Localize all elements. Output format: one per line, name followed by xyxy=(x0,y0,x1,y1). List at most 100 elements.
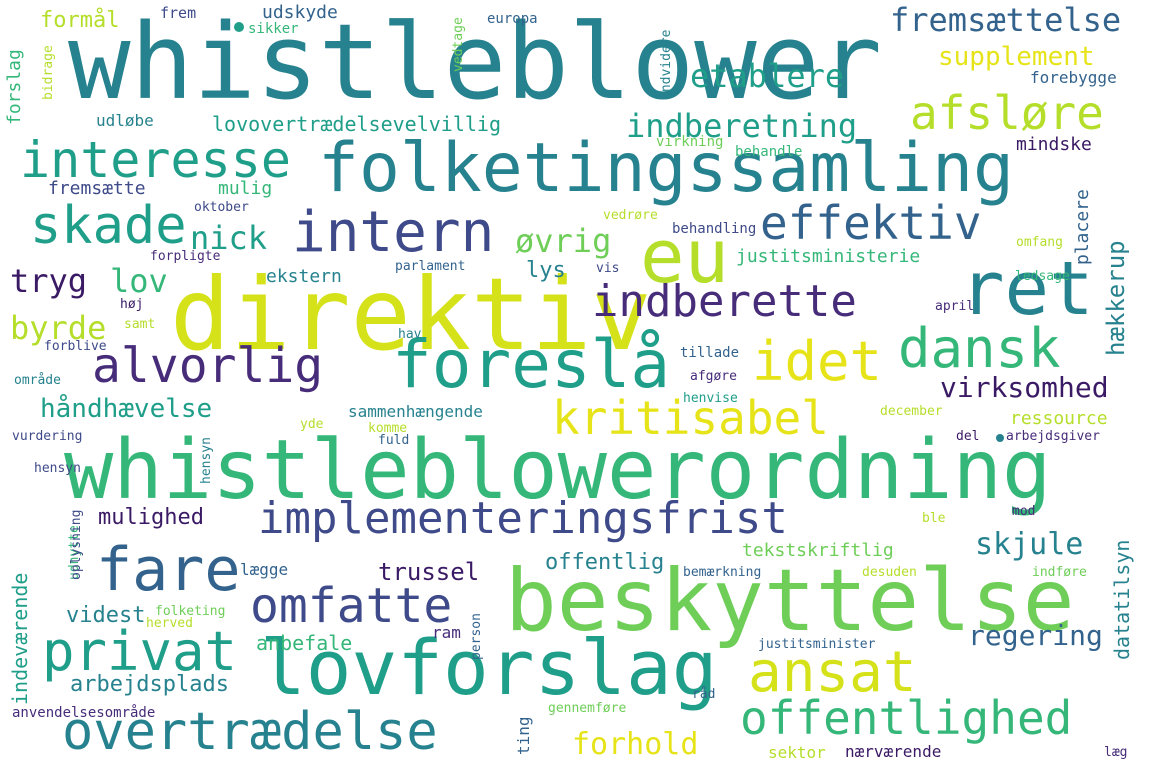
word-justitsminister: justitsminister xyxy=(758,637,876,652)
word-lovforslag: lovforslag xyxy=(260,623,718,712)
word-ting: ting xyxy=(514,716,533,755)
word-mulig: mulig xyxy=(218,178,273,199)
word-ble: ble xyxy=(922,511,946,526)
word-oplysning: oplysning xyxy=(69,509,84,580)
word-ekstern: ekstern xyxy=(266,266,342,287)
word-oevrig: øvrig xyxy=(515,222,612,260)
word-folketingssamling: folketingssamling xyxy=(318,129,1014,208)
word-beskyttelse: beskyttelse xyxy=(505,551,1075,651)
word-parlament: parlament xyxy=(395,259,466,274)
word-skade: skade xyxy=(30,196,187,256)
word-privat: privat xyxy=(42,620,238,683)
word-arbejdsplads: arbejdsplads xyxy=(70,672,229,697)
word-sektor: sektor xyxy=(768,743,826,762)
word-virksomhed: virksomhed xyxy=(940,371,1109,404)
word-ansat: ansat xyxy=(748,640,917,705)
word-samt: samt xyxy=(124,317,156,332)
word-alvorlig: alvorlig xyxy=(92,338,324,394)
word-fare: fare xyxy=(96,535,241,605)
word-lovovertraedelsevelvillig: lovovertrædelsevelvillig xyxy=(212,112,501,136)
word-vedtage: vedtage xyxy=(451,17,466,72)
word-omfang: omfang xyxy=(1016,235,1063,250)
word-intern: intern xyxy=(292,200,495,265)
word-omfatte: omfatte xyxy=(250,578,453,634)
word-hensyn: hensyn xyxy=(34,461,81,476)
word-indevaerende: indeværende xyxy=(8,572,32,705)
word-oktober: oktober xyxy=(194,200,249,215)
word-vedroere: vedrøre xyxy=(603,208,658,223)
word-sikker: sikker xyxy=(248,21,299,37)
word-forebygge: forebygge xyxy=(1030,68,1117,87)
word-yde: yde xyxy=(300,417,324,432)
word-tekstskriftlig: tekstskriftlig xyxy=(742,540,894,561)
word-datatilsyn: datatilsyn xyxy=(1110,539,1134,660)
word-formaal: formål xyxy=(40,8,120,33)
marker-dot xyxy=(234,22,244,32)
word-ledsage: ledsage xyxy=(1015,269,1070,284)
word-mindske: mindske xyxy=(1016,134,1092,155)
word-fremsaettelse: fremsættelse xyxy=(890,1,1122,39)
word-idet: idet xyxy=(752,330,883,393)
word-folketing: folketing xyxy=(155,604,226,619)
word-desuden: desuden xyxy=(862,565,917,580)
word-effektiv: effektiv xyxy=(760,196,982,250)
word-whistleblower: whistleblower xyxy=(68,1,882,123)
word-april: april xyxy=(935,299,975,314)
word-placere: placere xyxy=(1072,189,1093,265)
word-supplement: supplement xyxy=(938,42,1095,72)
word-direktiv: direktiv xyxy=(170,256,652,373)
word-sammenhaengende: sammenhængende xyxy=(348,402,483,421)
word-afsloere: afsløre xyxy=(910,86,1104,140)
word-forhold: forhold xyxy=(572,727,699,762)
word-vis: vis xyxy=(596,261,620,276)
word-regering: regering xyxy=(968,619,1103,652)
word-lov: lov xyxy=(110,262,168,300)
word-ret: ret xyxy=(960,246,1094,332)
word-skjule: skjule xyxy=(975,527,1084,562)
word-anvendelsesomraade: anvendelsesområde xyxy=(12,705,156,721)
word-komme: komme xyxy=(368,421,408,436)
word-fuld: fuld xyxy=(378,433,410,448)
word-laegge: lægge xyxy=(240,560,289,579)
word-mulighed: mulighed xyxy=(98,505,204,530)
word-hensyn-vertical: hensyn xyxy=(199,437,214,484)
word-herved: herved xyxy=(146,616,193,631)
word-laeg: læg xyxy=(1104,745,1128,760)
word-overtraedelse: overtrædelse xyxy=(62,702,438,762)
word-offentlighed: offentlighed xyxy=(740,691,1073,745)
word-gennemfoere: gennemføre xyxy=(548,701,627,716)
word-hav: hav xyxy=(398,327,422,342)
word-haandhaevelse: håndhævelse xyxy=(40,394,213,424)
word-forslag: forslag xyxy=(4,49,25,125)
word-indberette: indberette xyxy=(592,276,857,327)
word-anbefale: anbefale xyxy=(256,631,353,655)
word-ressource: ressource xyxy=(1010,408,1108,429)
word-endvidere: endvidere xyxy=(659,29,674,100)
word-tryg: tryg xyxy=(10,262,88,300)
word-del: del xyxy=(956,429,980,444)
word-fremsaette: fremsætte xyxy=(48,178,146,199)
word-foreslaa: foreslå xyxy=(392,326,671,403)
word-nick: nick xyxy=(190,219,268,257)
word-indberetning: indberetning xyxy=(626,107,858,145)
word-forpligte: forpligte xyxy=(150,249,221,264)
word-bemaerkning: bemærkning xyxy=(683,565,762,580)
word-eu: eu xyxy=(640,214,730,300)
marker-dot xyxy=(996,434,1004,442)
word-raad: råd xyxy=(692,687,716,702)
word-behandle: behandle xyxy=(735,144,803,160)
word-kritisabel: kritisabel xyxy=(552,391,829,445)
word-dansk: dansk xyxy=(898,317,1061,380)
word-ram: ram xyxy=(432,623,461,642)
word-videst: videst xyxy=(66,603,146,628)
word-europa: europa xyxy=(487,11,538,27)
word-lys: lys xyxy=(526,258,566,283)
word-frem: frem xyxy=(160,4,197,22)
word-whistleblowerordning: whistleblowerordning xyxy=(64,423,1052,518)
word-forblive: forblive xyxy=(44,339,107,354)
word-hoej: høj xyxy=(120,297,144,312)
word-justitsministerie: justitsministerie xyxy=(736,246,921,267)
word-bidrage: bidrage xyxy=(41,45,56,100)
word-tillade: tillade xyxy=(680,345,740,361)
